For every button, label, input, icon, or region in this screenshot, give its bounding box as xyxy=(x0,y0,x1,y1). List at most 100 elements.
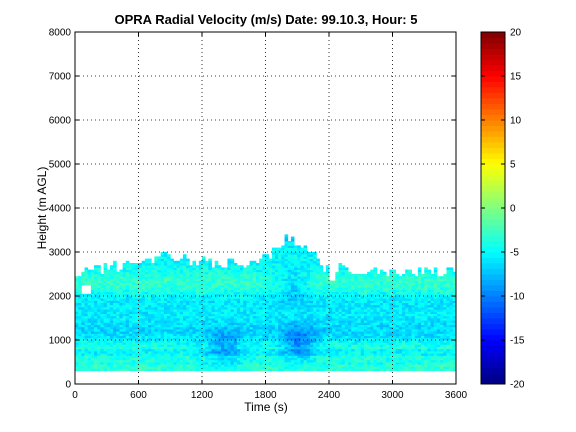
heatmap-cell xyxy=(376,285,381,288)
heatmap-cell xyxy=(144,357,149,361)
heatmap-cell xyxy=(309,335,314,339)
heatmap-cell xyxy=(141,337,146,341)
heatmap-cell xyxy=(281,287,285,290)
heatmap-cell xyxy=(87,309,92,312)
heatmap-cell xyxy=(389,274,393,277)
heatmap-cell xyxy=(90,359,95,363)
heatmap-cell xyxy=(75,337,79,341)
heatmap-cell xyxy=(151,357,155,361)
heatmap-cell xyxy=(284,236,289,240)
heatmap-cell xyxy=(157,364,162,367)
heatmap-cell xyxy=(233,313,238,317)
heatmap-cell xyxy=(294,280,298,284)
heatmap-cell xyxy=(214,285,219,288)
heatmap-cell xyxy=(284,348,289,352)
heatmap-cell xyxy=(138,322,143,325)
heatmap-cell xyxy=(132,357,136,361)
heatmap-cell xyxy=(348,278,352,281)
heatmap-cell xyxy=(78,287,82,290)
heatmap-cell xyxy=(373,278,378,281)
heatmap-cell xyxy=(275,366,279,369)
heatmap-cell xyxy=(322,326,327,330)
heatmap-cell xyxy=(294,329,298,332)
heatmap-cell xyxy=(163,362,168,365)
heatmap-cell xyxy=(179,355,184,358)
heatmap-cell xyxy=(75,362,79,365)
heatmap-cell xyxy=(138,298,143,301)
heatmap-cell xyxy=(284,269,289,273)
heatmap-cell xyxy=(395,366,400,369)
heatmap-cell xyxy=(211,329,216,332)
heatmap-cell xyxy=(186,320,190,323)
heatmap-cell xyxy=(303,335,308,339)
heatmap-cell xyxy=(348,351,352,354)
heatmap-cell xyxy=(240,285,244,288)
heatmap-cell xyxy=(284,278,289,281)
heatmap-cell xyxy=(357,355,362,358)
heatmap-cell xyxy=(103,320,108,323)
heatmap-cell xyxy=(313,274,317,277)
heatmap-cell xyxy=(319,291,324,295)
heatmap-cell xyxy=(94,346,98,350)
heatmap-cell xyxy=(275,276,279,279)
heatmap-cell xyxy=(84,355,89,358)
heatmap-cell xyxy=(309,287,314,290)
heatmap-cell xyxy=(182,298,187,301)
heatmap-cell xyxy=(255,333,260,336)
heatmap-cell xyxy=(173,364,177,367)
heatmap-cell xyxy=(151,351,155,354)
heatmap-cell xyxy=(186,335,190,339)
heatmap-cell xyxy=(214,307,219,310)
heatmap-cell xyxy=(195,364,200,367)
heatmap-cell xyxy=(255,329,260,332)
heatmap-cell xyxy=(290,320,295,323)
heatmap-cell xyxy=(227,271,231,275)
heatmap-cell xyxy=(217,285,222,288)
heatmap-cell xyxy=(173,359,177,363)
heatmap-cell xyxy=(281,285,285,288)
heatmap-cell xyxy=(148,320,152,323)
heatmap-cell xyxy=(363,300,368,303)
heatmap-cell xyxy=(294,333,298,336)
heatmap-cell xyxy=(202,267,206,270)
heatmap-cell xyxy=(300,344,305,347)
heatmap-cell xyxy=(97,307,101,310)
heatmap-cell xyxy=(316,322,320,325)
heatmap-cell xyxy=(163,315,168,319)
heatmap-cell xyxy=(354,304,358,308)
heatmap-cell xyxy=(344,368,349,372)
heatmap-cell xyxy=(329,346,333,350)
heatmap-cell xyxy=(163,276,168,279)
heatmap-cell xyxy=(122,362,127,365)
heatmap-cell xyxy=(313,344,317,347)
heatmap-cell xyxy=(303,342,308,345)
heatmap-cell xyxy=(75,355,79,358)
heatmap-cell xyxy=(138,346,143,350)
heatmap-cell xyxy=(316,271,320,275)
heatmap-cell xyxy=(255,331,260,334)
heatmap-cell xyxy=(160,340,165,343)
heatmap-cell xyxy=(290,351,295,354)
heatmap-cell xyxy=(163,313,168,317)
heatmap-cell xyxy=(268,353,273,356)
heatmap-cell xyxy=(182,309,187,312)
heatmap-cell xyxy=(329,366,333,369)
heatmap-cell xyxy=(379,333,384,336)
heatmap-cell xyxy=(284,274,289,277)
heatmap-cell xyxy=(217,296,222,299)
heatmap-cell xyxy=(281,276,285,279)
heatmap-cell xyxy=(94,333,98,336)
heatmap-cell xyxy=(249,298,254,301)
heatmap-cell xyxy=(287,340,292,343)
heatmap-cell xyxy=(122,368,127,372)
heatmap-cell xyxy=(268,258,273,262)
heatmap-cell xyxy=(141,324,146,328)
heatmap-cell xyxy=(325,322,330,325)
heatmap-cell xyxy=(163,307,168,310)
heatmap-cell xyxy=(122,315,127,319)
heatmap-cell xyxy=(341,304,346,308)
heatmap-cell xyxy=(138,359,143,363)
heatmap-cell xyxy=(319,278,324,281)
heatmap-cell xyxy=(243,359,247,363)
heatmap-cell xyxy=(265,364,270,367)
